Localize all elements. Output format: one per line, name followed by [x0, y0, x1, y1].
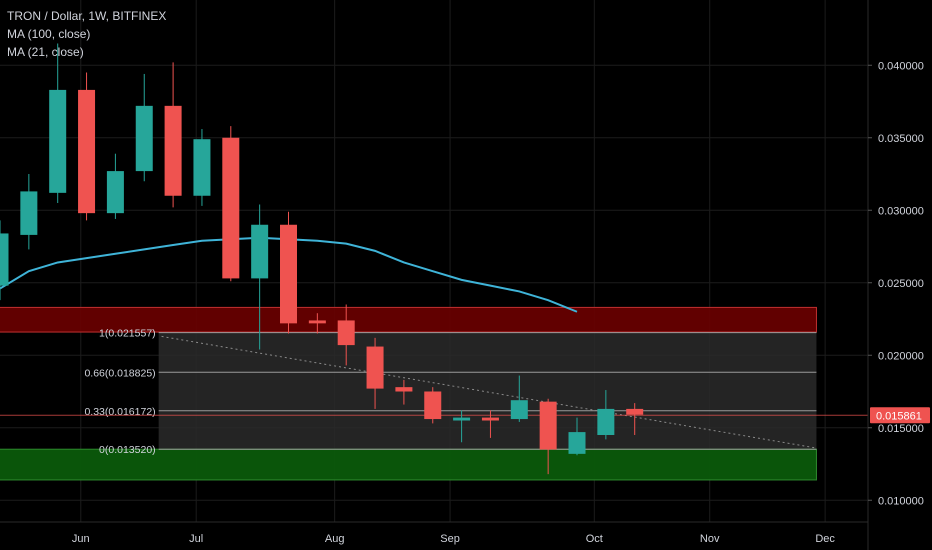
price-axis-label: 0.030000 — [878, 205, 924, 217]
candle-body — [481, 417, 499, 421]
candle-body — [626, 408, 644, 415]
candle — [0, 220, 9, 301]
candle — [366, 337, 384, 409]
fib-level-label: 0.66(0.018825) — [84, 367, 155, 379]
candle-body — [78, 89, 96, 214]
candle — [510, 375, 528, 422]
time-axis-label: Oct — [586, 533, 603, 545]
resistance-zone — [0, 306, 817, 333]
candle-body — [222, 137, 240, 279]
candle-body — [49, 89, 67, 193]
candle — [164, 62, 182, 208]
time-axis-label: Dec — [815, 533, 835, 545]
fib-level-label: 0(0.013520) — [99, 444, 156, 456]
price-axis-label: 0.015000 — [878, 423, 924, 435]
candle-body — [164, 105, 182, 196]
candle-body — [308, 320, 326, 324]
candle — [280, 211, 297, 334]
candle — [78, 72, 96, 221]
legend-ma-100: MA (100, close) — [7, 27, 91, 41]
time-axis-label: Jul — [189, 533, 203, 545]
candle-body — [193, 139, 211, 196]
candle — [106, 153, 124, 219]
legend-symbol: TRON / Dollar, 1W, BITFINEX — [7, 9, 167, 23]
time-axis-label: Nov — [700, 533, 720, 545]
candle — [424, 387, 442, 424]
price-axis-label: 0.040000 — [878, 60, 924, 72]
candle-body — [366, 346, 384, 389]
candle — [395, 379, 413, 405]
candle — [49, 43, 67, 203]
candle — [453, 410, 471, 443]
price-axis-label: 0.025000 — [878, 278, 924, 290]
time-axis-label: Sep — [440, 533, 460, 545]
candle — [539, 398, 557, 475]
candle — [20, 174, 38, 250]
current-price-label: 0.015861 — [876, 410, 922, 422]
candle-body — [395, 387, 413, 392]
dotted-trendline — [161, 335, 817, 449]
candle — [135, 73, 153, 182]
candle — [626, 403, 644, 435]
candle-body — [337, 320, 355, 346]
candle-body — [0, 233, 9, 286]
candle-body — [424, 391, 442, 420]
candle — [597, 390, 615, 440]
price-axis-label: 0.035000 — [878, 133, 924, 145]
candle-body — [135, 105, 153, 172]
candle-body — [20, 191, 38, 235]
price-axis-label: 0.020000 — [878, 350, 924, 362]
candle — [251, 204, 269, 350]
candle-body — [106, 171, 124, 214]
candle-body — [597, 408, 615, 435]
candle — [568, 417, 586, 456]
candle — [337, 304, 355, 366]
candle — [193, 129, 211, 206]
chart-legend: TRON / Dollar, 1W, BITFINEX MA (100, clo… — [7, 7, 166, 61]
candle — [481, 410, 499, 438]
candles — [0, 43, 644, 475]
time-axis-label: Jun — [72, 533, 90, 545]
candle-body — [453, 417, 471, 421]
fib-level-label: 1(0.021557) — [99, 328, 156, 340]
candle — [222, 126, 240, 282]
candle-body — [568, 432, 586, 454]
candle-body — [539, 401, 557, 450]
price-axis-label: 0.010000 — [878, 495, 924, 507]
current-price-tag — [870, 407, 930, 424]
candle-body — [251, 224, 269, 279]
candle — [308, 313, 326, 334]
time-axis-label: Aug — [325, 533, 345, 545]
candle-body — [510, 400, 528, 420]
legend-ma-21: MA (21, close) — [7, 45, 84, 59]
fib-level-label: 0.33(0.016172) — [84, 406, 155, 418]
fib-retracement-box — [158, 332, 817, 450]
candle-body — [280, 224, 297, 324]
